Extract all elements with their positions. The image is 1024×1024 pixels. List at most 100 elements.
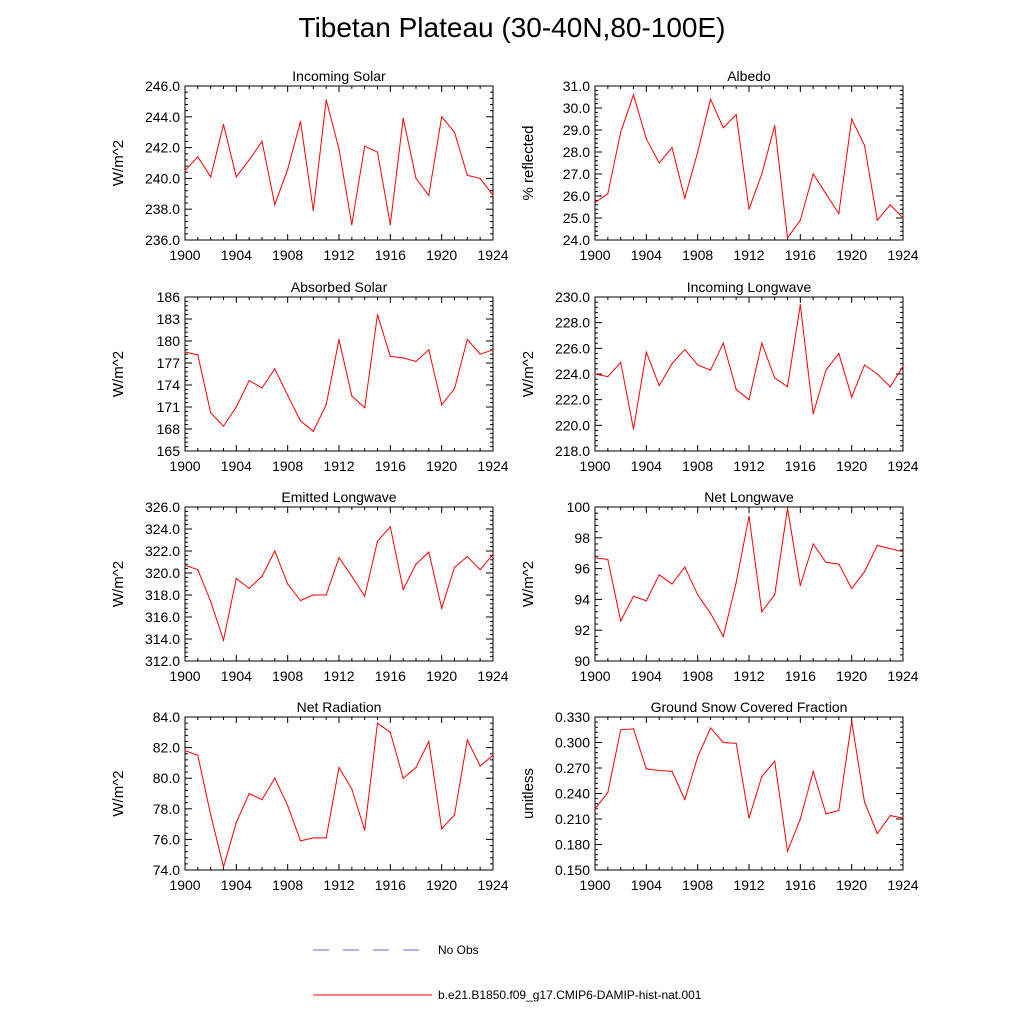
data-point: [851, 720, 853, 722]
plot-frame: [184, 506, 494, 662]
data-point: [620, 620, 622, 622]
x-tick-label: 1900: [579, 877, 610, 893]
data-point: [761, 173, 763, 175]
data-point: [671, 583, 673, 585]
x-tick-label: 1916: [785, 247, 816, 263]
data-point: [863, 364, 866, 366]
data-point: [389, 355, 391, 357]
data-point: [325, 99, 327, 101]
x-tick-label: 1908: [272, 247, 303, 263]
y-tick-label: 74.0: [153, 862, 180, 878]
y-tick-label: 230.0: [555, 289, 590, 305]
data-point: [735, 742, 737, 745]
data-point: [876, 832, 878, 835]
x-tick-label: 1904: [221, 877, 252, 893]
data-point: [389, 731, 391, 733]
data-point: [761, 342, 763, 344]
x-tick-label: 1900: [169, 247, 200, 263]
data-point: [325, 837, 327, 839]
data-point: [748, 208, 750, 210]
data-point: [876, 373, 878, 375]
data-point: [838, 563, 840, 565]
y-tick-label: 100: [567, 499, 591, 515]
x-tick-label: 1916: [785, 668, 816, 684]
x-tick-label: 1900: [579, 668, 610, 684]
data-point: [786, 507, 789, 510]
data-point: [197, 156, 199, 158]
data-point: [222, 639, 225, 641]
x-tick-label: 1916: [375, 247, 406, 263]
plot-frame: [184, 296, 494, 452]
series-line: [594, 721, 904, 854]
data-point: [210, 412, 212, 414]
plot-frame: [184, 716, 494, 871]
data-point: [274, 368, 276, 370]
data-point: [287, 168, 289, 170]
data-point: [235, 822, 237, 824]
data-point: [415, 177, 417, 179]
data-point: [338, 766, 340, 769]
data-point: [697, 364, 699, 366]
data-point: [351, 395, 353, 397]
series-line: [594, 304, 904, 430]
data-point: [697, 151, 699, 153]
y-tick-label: 92: [574, 622, 590, 638]
x-tick-label: 1924: [477, 247, 508, 263]
series-line: [184, 722, 494, 869]
data-point: [735, 388, 737, 390]
data-point: [364, 829, 366, 831]
data-point: [466, 739, 468, 741]
data-point: [799, 219, 801, 221]
data-point: [851, 118, 853, 120]
x-tick-label: 1908: [272, 877, 303, 893]
data-point: [453, 814, 456, 816]
data-point: [863, 144, 866, 146]
panel-title: Albedo: [727, 68, 771, 84]
data-point: [261, 799, 263, 801]
y-tick-label: 30.0: [563, 100, 590, 116]
x-tick-label: 1920: [836, 458, 867, 474]
data-point: [197, 354, 199, 356]
x-tick-label: 1924: [887, 877, 918, 893]
data-point: [889, 815, 891, 817]
data-point: [748, 515, 750, 517]
data-point: [492, 754, 494, 756]
panel-emitted-longwave: Emitted Longwave 1900 1904 1908 1912 1916 1920…: [110, 489, 509, 684]
data-point: [684, 349, 686, 351]
legend-model-label: b.e21.B1850.f09_g17.CMIP6-DAMIP-hist-nat…: [438, 988, 702, 1002]
data-point: [658, 769, 660, 772]
data-point: [786, 850, 789, 852]
x-tick-label: 1904: [221, 668, 252, 684]
y-tick-label: 318.0: [145, 587, 180, 603]
data-point: [684, 566, 686, 568]
data-point: [376, 540, 379, 542]
data-point: [863, 571, 866, 573]
data-point: [735, 114, 737, 116]
y-tick-label: 314.0: [145, 631, 180, 647]
data-point: [338, 148, 340, 150]
data-point: [709, 369, 712, 371]
plot-frame: [184, 85, 494, 241]
data-point: [274, 204, 276, 206]
data-point: [671, 147, 673, 149]
y-axis-label: W/m^2: [110, 770, 127, 816]
data-point: [479, 569, 481, 571]
data-point: [441, 404, 443, 406]
data-point: [479, 765, 481, 767]
data-point: [428, 194, 430, 196]
y-axis-label: unitless: [520, 768, 537, 819]
data-point: [722, 741, 724, 744]
data-point: [466, 174, 468, 176]
plot-frame: [594, 296, 904, 452]
data-point: [312, 210, 314, 212]
panel-net-radiation: Net Radiation 1900 1904 1908 1912 1916 1920 192…: [110, 699, 509, 893]
data-point: [684, 197, 686, 199]
x-tick-label: 1924: [887, 458, 918, 474]
panel-ground-snow-covered-fraction: Ground Snow Covered Fraction 1900 1904 1908…: [520, 699, 919, 893]
y-tick-label: 84.0: [153, 709, 180, 725]
data-point: [351, 788, 353, 790]
data-point: [620, 361, 622, 363]
y-tick-label: 171: [157, 399, 181, 415]
data-point: [402, 357, 404, 359]
y-tick-label: 26.0: [563, 188, 590, 204]
